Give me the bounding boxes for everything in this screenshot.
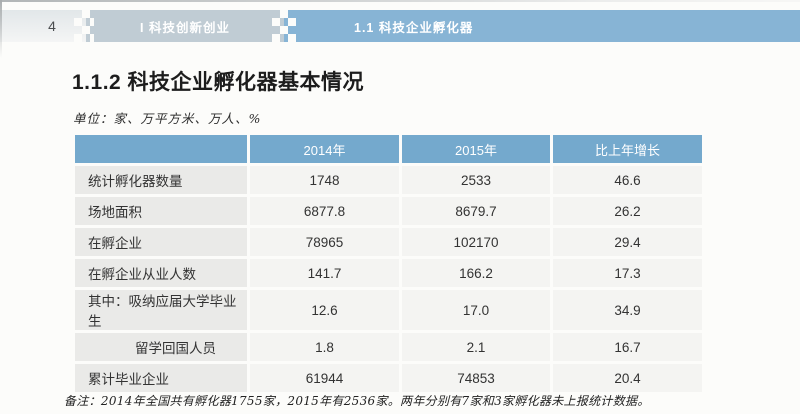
value-2014: 141.7 (250, 259, 399, 287)
table-row: 统计孵化器数量 1748 2533 46.6 (75, 166, 702, 194)
value-2015: 17.0 (402, 290, 550, 330)
unit-note: 单位：家、万平方米、万人、% (73, 111, 262, 126)
subsection-band: 1.1 科技企业孵化器 (284, 10, 800, 42)
value-2015: 8679.7 (402, 197, 550, 225)
table-row: 累计毕业企业 61944 74853 20.4 (75, 364, 702, 392)
value-2014: 1.8 (250, 333, 399, 361)
page-number-band: 4 (0, 10, 86, 42)
column-header-empty (75, 135, 247, 163)
page-title: 1.1.2 科技企业孵化器基本情况 (72, 71, 365, 94)
value-growth: 26.2 (553, 197, 702, 225)
value-growth: 17.3 (553, 259, 702, 287)
table-row: 在孵企业从业人数 141.7 166.2 17.3 (75, 259, 702, 287)
table-row: 留学回国人员 1.8 2.1 16.7 (75, 333, 702, 361)
value-2015: 102170 (402, 228, 550, 256)
band-divider-checker-icon (74, 10, 94, 42)
value-2014: 12.6 (250, 290, 399, 330)
band-divider-checker-icon (272, 10, 296, 42)
table-row: 场地面积 6877.8 8679.7 26.2 (75, 197, 702, 225)
column-header-2014: 2014年 (250, 135, 399, 163)
value-growth: 29.4 (553, 228, 702, 256)
table-row: 其中：吸纳应届大学毕业生 12.6 17.0 34.9 (75, 290, 702, 330)
subsection-title: 1.1 科技企业孵化器 (354, 20, 474, 35)
row-label: 其中：吸纳应届大学毕业生 (75, 290, 247, 330)
value-2014: 1748 (250, 166, 399, 194)
footnote: 备注：2014年全国共有孵化器1755家，2015年有2536家。两年分别有7家… (64, 394, 650, 408)
value-growth: 46.6 (553, 166, 702, 194)
row-label: 在孵企业 (75, 228, 247, 256)
value-2014: 6877.8 (250, 197, 399, 225)
row-label: 留学回国人员 (75, 333, 247, 361)
value-growth: 16.7 (553, 333, 702, 361)
value-2015: 2.1 (402, 333, 550, 361)
table-row: 在孵企业 78965 102170 29.4 (75, 228, 702, 256)
table-header-row: 2014年 2015年 比上年增长 (75, 135, 702, 163)
value-2015: 166.2 (402, 259, 550, 287)
row-label: 累计毕业企业 (75, 364, 247, 392)
value-2015: 74853 (402, 364, 550, 392)
row-label: 统计孵化器数量 (75, 166, 247, 194)
row-label: 在孵企业从业人数 (75, 259, 247, 287)
page-header-bar: 4 I 科技创新创业 1.1 科技企业孵化器 (0, 10, 800, 42)
value-growth: 34.9 (553, 290, 702, 330)
row-label: 场地面积 (75, 197, 247, 225)
column-header-growth: 比上年增长 (553, 135, 702, 163)
value-growth: 20.4 (553, 364, 702, 392)
section-title: I 科技创新创业 (140, 20, 230, 35)
value-2014: 78965 (250, 228, 399, 256)
page-number: 4 (48, 18, 56, 34)
value-2014: 61944 (250, 364, 399, 392)
section-band: I 科技创新创业 (86, 10, 284, 42)
statistics-table: 2014年 2015年 比上年增长 统计孵化器数量 1748 2533 46.6… (72, 132, 705, 395)
value-2015: 2533 (402, 166, 550, 194)
column-header-2015: 2015年 (402, 135, 550, 163)
